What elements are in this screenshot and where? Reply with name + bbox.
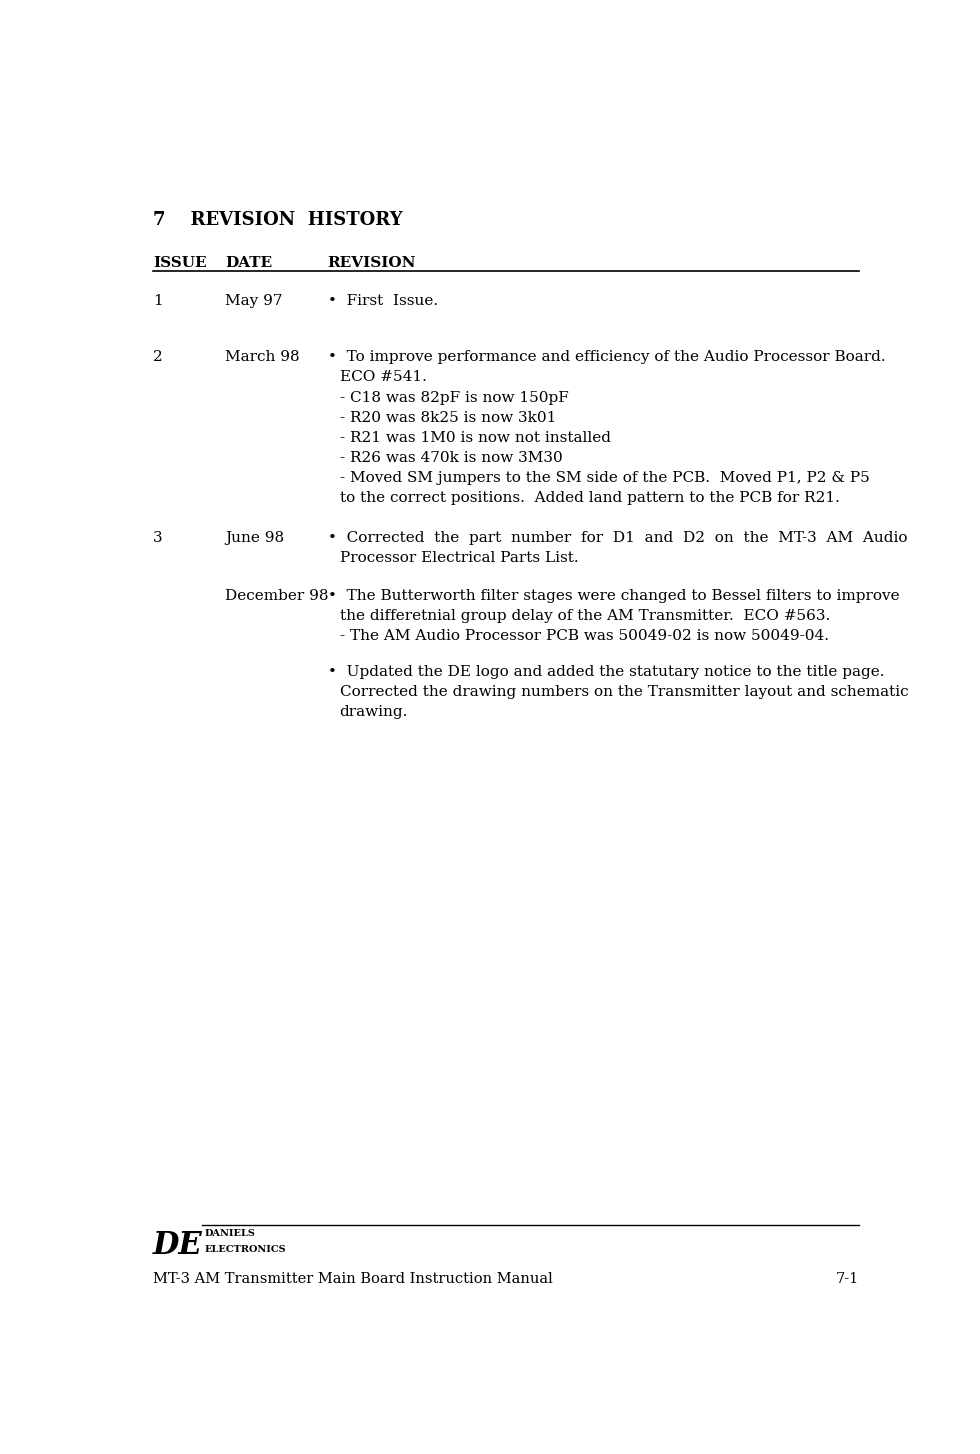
Text: 2: 2 xyxy=(153,350,163,365)
Text: 1: 1 xyxy=(153,294,163,308)
Text: June 98: June 98 xyxy=(225,531,284,544)
Text: the differetnial group delay of the AM Transmitter.  ECO #563.: the differetnial group delay of the AM T… xyxy=(340,609,830,622)
Text: DANIELS: DANIELS xyxy=(205,1229,256,1239)
Text: ELECTRONICS: ELECTRONICS xyxy=(205,1245,286,1253)
Text: May 97: May 97 xyxy=(225,294,282,308)
Text: - R20 was 8k25 is now 3k01: - R20 was 8k25 is now 3k01 xyxy=(340,410,556,425)
Text: - R26 was 470k is now 3M30: - R26 was 470k is now 3M30 xyxy=(340,451,563,465)
Text: December 98: December 98 xyxy=(225,589,328,603)
Text: •  Corrected  the  part  number  for  D1  and  D2  on  the  MT-3  AM  Audio: • Corrected the part number for D1 and D… xyxy=(327,531,907,544)
Text: MT-3 AM Transmitter Main Board Instruction Manual: MT-3 AM Transmitter Main Board Instructi… xyxy=(153,1272,553,1285)
Text: - R21 was 1M0 is now not installed: - R21 was 1M0 is now not installed xyxy=(340,430,611,445)
Text: DE: DE xyxy=(153,1230,203,1261)
Text: 7-1: 7-1 xyxy=(836,1272,859,1285)
Text: ISSUE: ISSUE xyxy=(153,256,207,270)
Text: ECO #541.: ECO #541. xyxy=(340,371,426,384)
Text: to the correct positions.  Added land pattern to the PCB for R21.: to the correct positions. Added land pat… xyxy=(340,491,840,506)
Text: March 98: March 98 xyxy=(225,350,300,365)
Text: 3: 3 xyxy=(153,531,163,544)
Text: •  To improve performance and efficiency of the Audio Processor Board.: • To improve performance and efficiency … xyxy=(327,350,885,365)
Text: Processor Electrical Parts List.: Processor Electrical Parts List. xyxy=(340,551,578,564)
Text: - The AM Audio Processor PCB was 50049-02 is now 50049-04.: - The AM Audio Processor PCB was 50049-0… xyxy=(340,630,829,643)
Text: Corrected the drawing numbers on the Transmitter layout and schematic: Corrected the drawing numbers on the Tra… xyxy=(340,685,908,699)
Text: drawing.: drawing. xyxy=(340,705,408,720)
Text: 7    REVISION  HISTORY: 7 REVISION HISTORY xyxy=(153,211,403,230)
Text: •  First  Issue.: • First Issue. xyxy=(327,294,438,308)
Text: •  Updated the DE logo and added the statutary notice to the title page.: • Updated the DE logo and added the stat… xyxy=(327,664,884,679)
Text: - Moved SM jumpers to the SM side of the PCB.  Moved P1, P2 & P5: - Moved SM jumpers to the SM side of the… xyxy=(340,471,869,486)
Text: - C18 was 82pF is now 150pF: - C18 was 82pF is now 150pF xyxy=(340,391,568,404)
Text: DATE: DATE xyxy=(225,256,272,270)
Text: REVISION: REVISION xyxy=(327,256,416,270)
Text: •  The Butterworth filter stages were changed to Bessel filters to improve: • The Butterworth filter stages were cha… xyxy=(327,589,900,603)
